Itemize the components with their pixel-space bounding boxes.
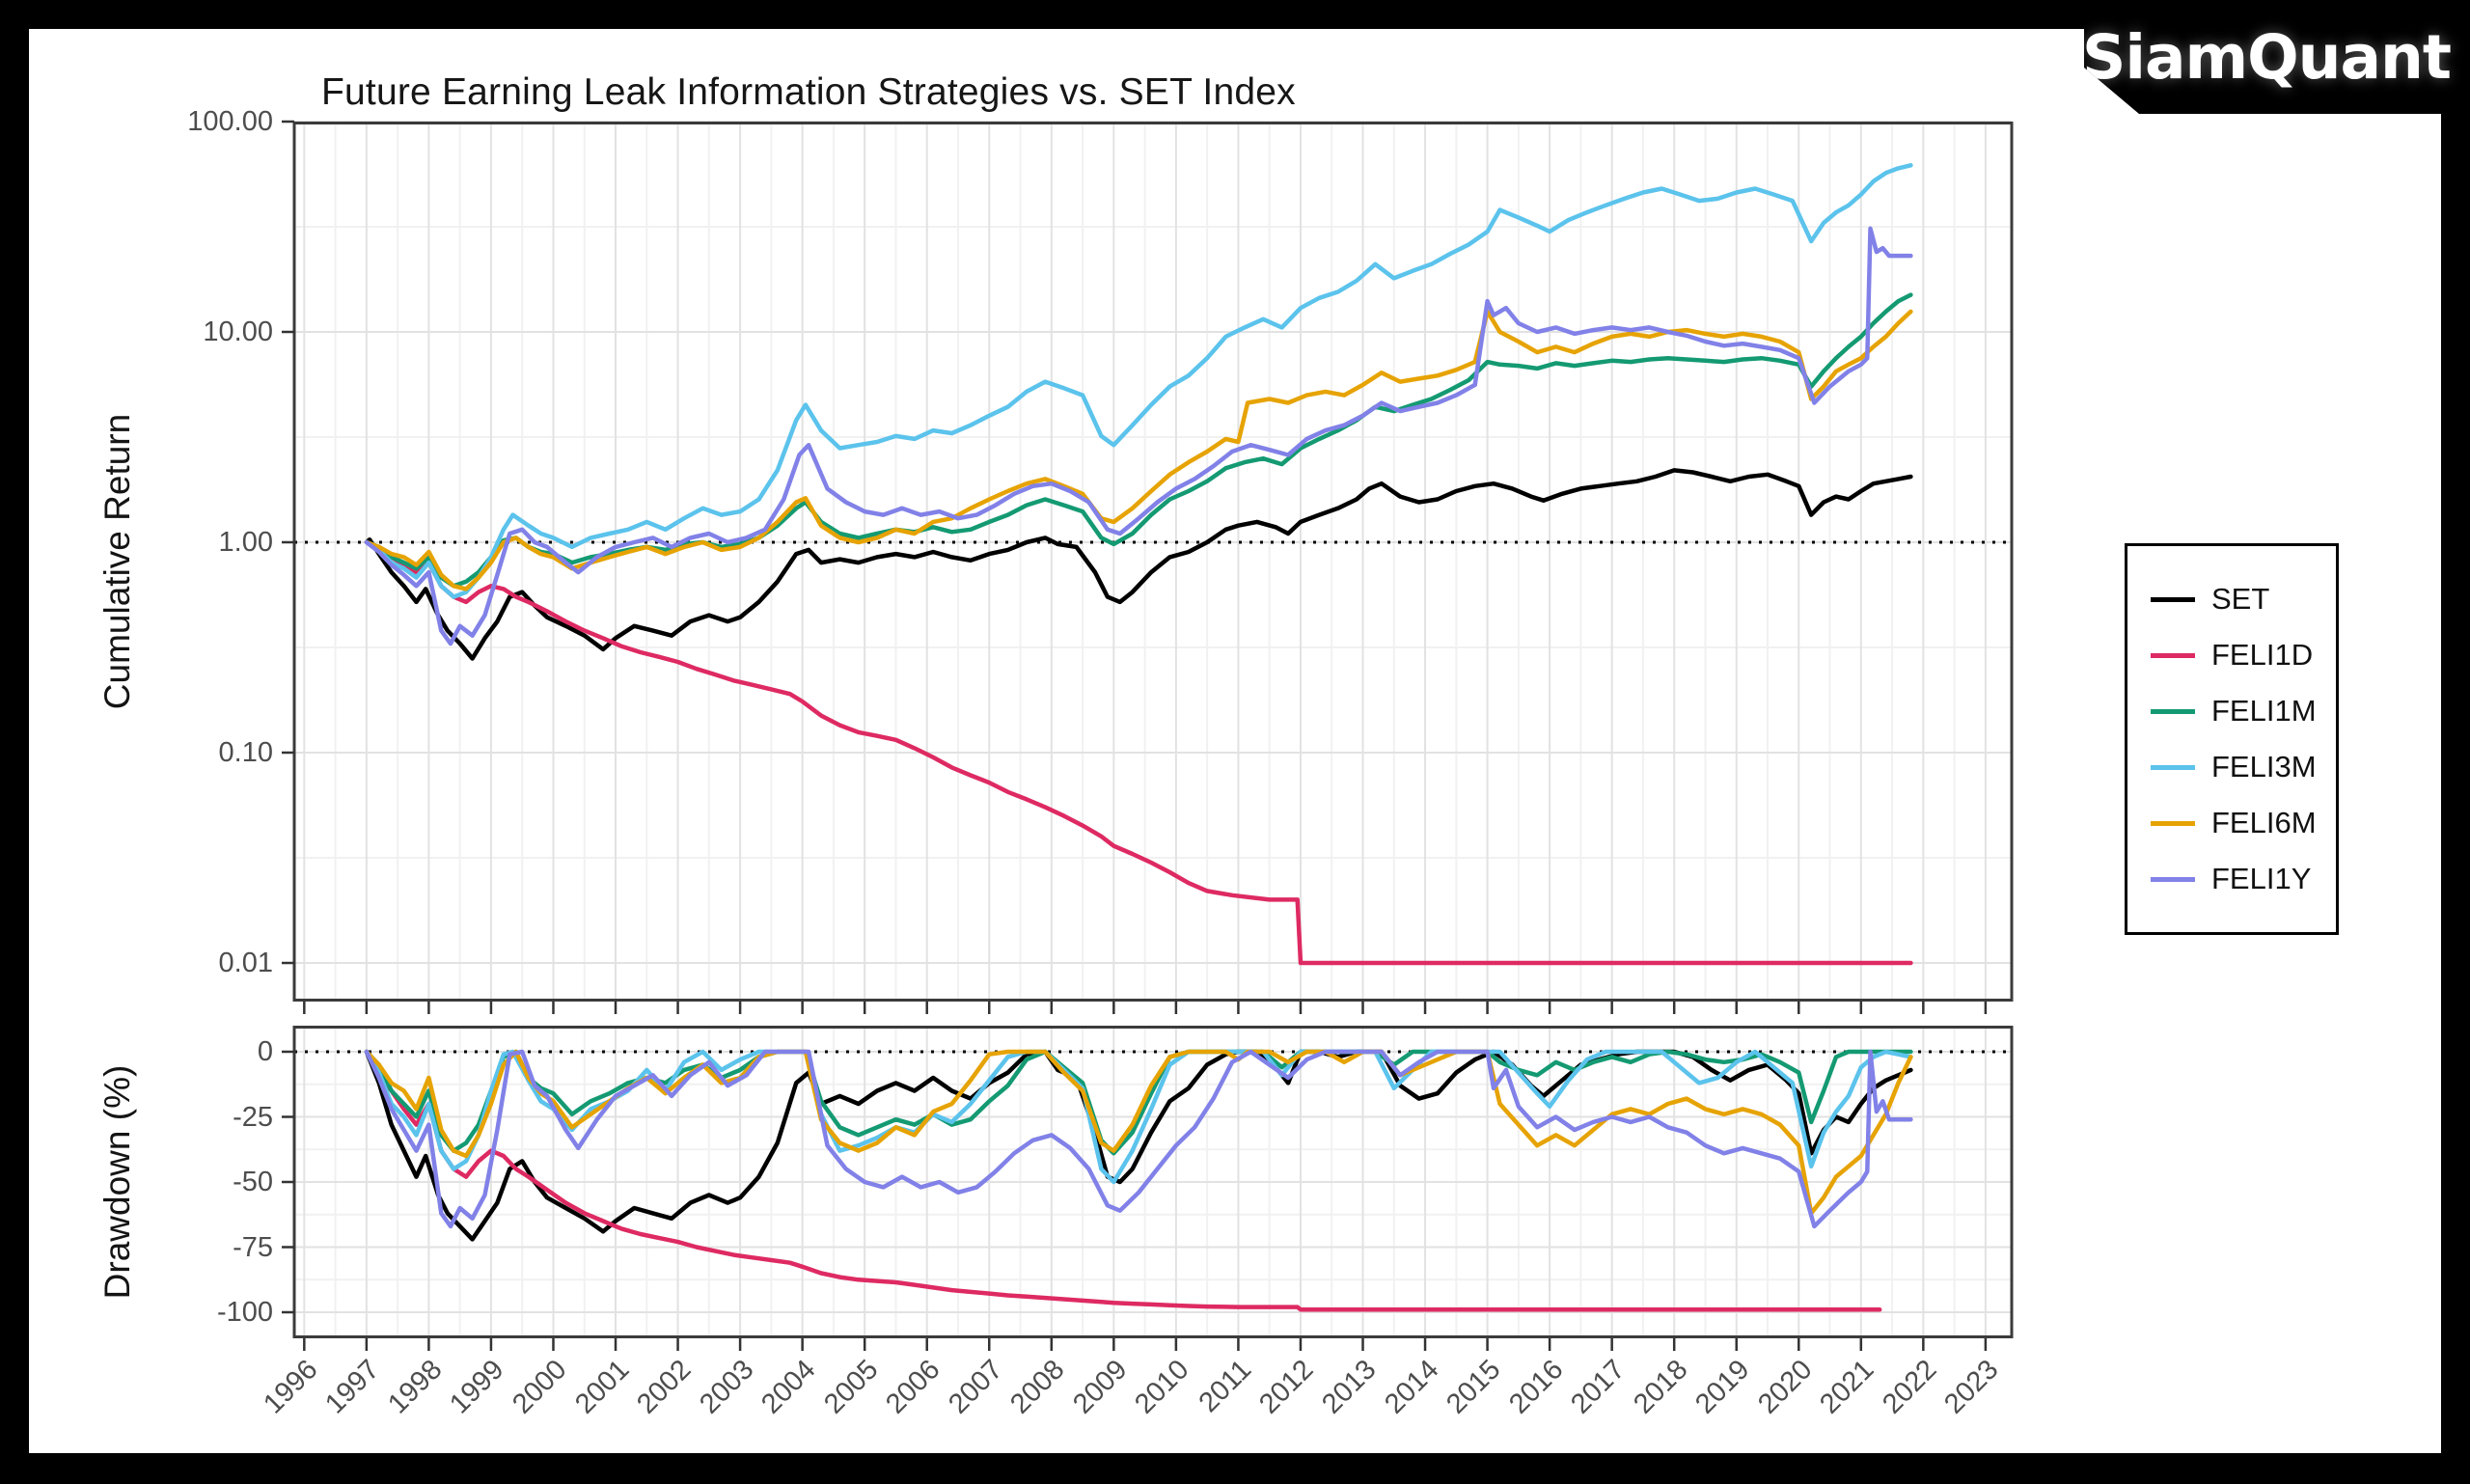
series-line-FELI1Y bbox=[364, 1049, 1913, 1229]
figure-canvas: Future Earning Leak Information Strategi… bbox=[29, 29, 2441, 1453]
series-line-FELI1D bbox=[364, 1049, 1882, 1312]
y-tick-label: -75 bbox=[233, 1231, 273, 1263]
legend: SET FELI1D FELI1M FELI3M FELI6M FELI1Y bbox=[2125, 543, 2339, 935]
legend-label: FELI1M bbox=[2211, 694, 2317, 728]
legend-item-feli1m: FELI1M bbox=[2151, 694, 2336, 728]
y-tick-label: -50 bbox=[233, 1167, 273, 1197]
y-tick-label: 0 bbox=[257, 1036, 273, 1067]
y-tick-label: 0.01 bbox=[218, 948, 273, 978]
legend-item-set: SET bbox=[2151, 582, 2336, 616]
y-tick-label: -25 bbox=[233, 1101, 273, 1133]
legend-label: FELI1Y bbox=[2211, 862, 2312, 895]
brand-logo: SiamQuant bbox=[2084, 0, 2470, 114]
series-line-FELI1M bbox=[364, 1049, 1913, 1156]
feli6m-line-swatch bbox=[2151, 820, 2195, 826]
legend-item-feli3m: FELI3M bbox=[2151, 750, 2336, 783]
y-tick-label: 10.00 bbox=[203, 316, 273, 347]
series-line-FELI1Y bbox=[364, 226, 1913, 646]
legend-label: FELI3M bbox=[2211, 750, 2317, 783]
series-line-FELI6M bbox=[364, 1049, 1913, 1216]
panel-border bbox=[292, 122, 2014, 1002]
cumulative-return-axis-title: Cumulative Return bbox=[97, 413, 137, 710]
legend-label: FELI1D bbox=[2211, 638, 2314, 672]
y-tick-label: 0.10 bbox=[218, 737, 273, 768]
y-tick-label: 100.00 bbox=[187, 106, 273, 137]
feli1y-line-swatch bbox=[2151, 876, 2195, 882]
cumulative-return-chart bbox=[282, 120, 2014, 1014]
legend-item-feli6m: FELI6M bbox=[2151, 806, 2336, 839]
series-line-FELI3M bbox=[364, 163, 1913, 599]
chart-title: Future Earning Leak Information Strategi… bbox=[321, 71, 1296, 113]
drawdown-chart bbox=[282, 1026, 2014, 1351]
legend-item-feli1y: FELI1Y bbox=[2151, 862, 2336, 895]
legend-label: SET bbox=[2211, 582, 2270, 616]
set-line-swatch bbox=[2151, 596, 2195, 602]
series-line-SET bbox=[364, 468, 1913, 661]
series-line-SET bbox=[364, 1049, 1913, 1242]
y-tick-label: 1.00 bbox=[218, 527, 273, 558]
y-tick-label: -100 bbox=[216, 1297, 273, 1328]
feli1d-line-swatch bbox=[2151, 652, 2195, 658]
series-line-FELI1D bbox=[364, 539, 1913, 966]
series-line-FELI6M bbox=[364, 309, 1913, 591]
feli1m-line-swatch bbox=[2151, 708, 2195, 714]
feli3m-line-swatch bbox=[2151, 764, 2195, 770]
legend-label: FELI6M bbox=[2211, 806, 2317, 839]
brand-logo-text: SiamQuant bbox=[2081, 21, 2452, 93]
legend-item-feli1d: FELI1D bbox=[2151, 638, 2336, 672]
